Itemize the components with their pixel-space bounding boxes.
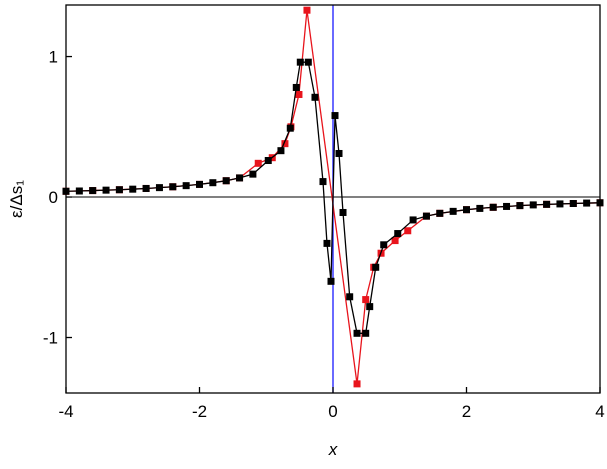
marker (155, 184, 163, 192)
marker (323, 239, 331, 247)
x-tick-label: -4 (58, 402, 73, 421)
marker (449, 207, 457, 215)
marker (366, 303, 374, 311)
marker (394, 230, 402, 238)
marker (296, 58, 304, 66)
marker (319, 178, 327, 186)
marker (422, 212, 430, 220)
marker (292, 83, 300, 91)
marker (249, 170, 257, 178)
marker (304, 58, 312, 66)
marker (303, 6, 311, 14)
marker (236, 174, 244, 182)
marker (353, 329, 361, 337)
marker (489, 203, 497, 211)
marker (129, 185, 137, 193)
marker (476, 204, 484, 212)
marker (182, 182, 190, 190)
marker (529, 201, 537, 209)
marker (142, 184, 150, 192)
y-tick-label: -1 (43, 329, 58, 348)
marker (353, 380, 361, 388)
marker (169, 183, 177, 191)
marker (222, 177, 230, 185)
marker (583, 199, 591, 207)
marker (281, 140, 289, 148)
marker (346, 293, 354, 301)
marker (436, 209, 444, 217)
marker (327, 277, 335, 285)
y-axis-label: ε/Δs₁ (7, 180, 26, 218)
marker (362, 329, 370, 337)
marker (463, 206, 470, 214)
x-tick-label: 0 (328, 402, 337, 421)
marker (503, 202, 511, 210)
marker (339, 208, 347, 216)
marker (543, 200, 551, 208)
x-tick-label: -2 (192, 402, 207, 421)
marker (380, 241, 388, 249)
marker (391, 237, 399, 245)
marker (556, 200, 564, 208)
marker (277, 147, 285, 155)
marker (335, 149, 343, 157)
marker (569, 199, 577, 207)
plot-frame (65, 4, 601, 394)
marker (295, 90, 303, 98)
x-tick-label: 2 (462, 402, 471, 421)
marker (264, 157, 272, 165)
marker (286, 124, 294, 132)
marker (209, 179, 217, 187)
marker (409, 216, 417, 224)
marker (115, 186, 123, 194)
y-tick-label: 0 (49, 188, 58, 207)
marker (89, 187, 97, 195)
marker (516, 202, 524, 210)
x-tick-label: 4 (595, 402, 604, 421)
marker (372, 263, 380, 271)
marker (254, 159, 262, 167)
marker (331, 112, 339, 120)
marker (75, 187, 83, 195)
y-tick-label: 1 (49, 48, 58, 67)
marker (102, 186, 110, 194)
marker (362, 296, 370, 304)
marker (196, 180, 203, 188)
x-axis-label: x (328, 440, 338, 459)
marker (404, 227, 412, 235)
marker (311, 93, 319, 101)
